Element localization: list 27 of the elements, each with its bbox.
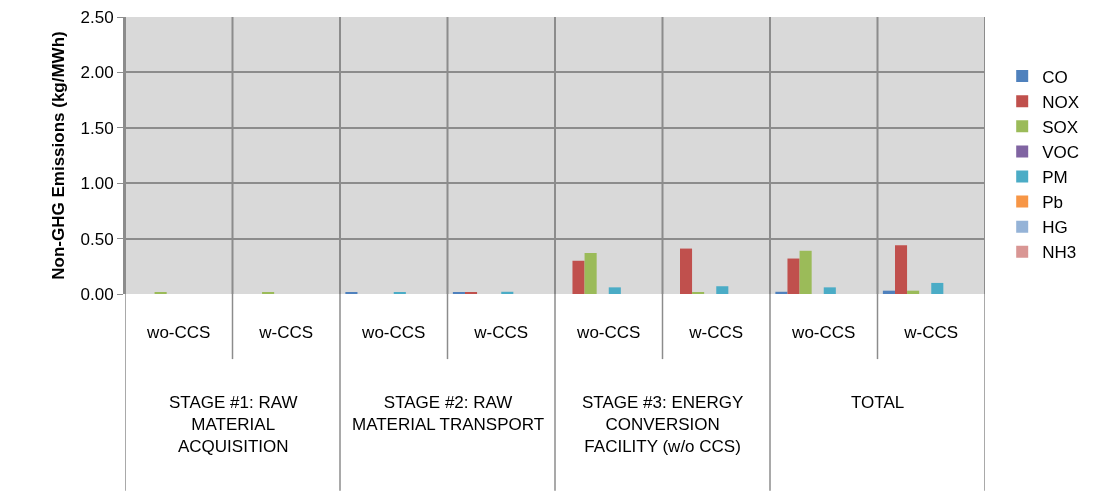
legend-label: NH3 <box>1042 243 1077 263</box>
y-tick-label: 0.50 <box>80 229 114 249</box>
x-tick-label: wo-CCS <box>146 323 211 342</box>
legend-label: HG <box>1042 218 1068 238</box>
text: TOTAL <box>851 393 905 412</box>
y-tick-label: 1.50 <box>80 118 114 138</box>
x-tick-label: w-CCS <box>258 323 314 342</box>
legend-label: Pb <box>1042 193 1063 213</box>
legend-label: NOX <box>1042 92 1080 112</box>
legend-label: PM <box>1042 168 1068 188</box>
text: STAGE #2: RAW MATERIAL TRANSPORT <box>352 393 545 435</box>
y-axis-title: Non-GHG Emissions (kg/MWh) <box>48 31 68 280</box>
y-tick-label: 1.00 <box>80 174 114 194</box>
text: STAGE #1: RAW MATERIAL ACQUISITION <box>169 393 298 457</box>
legend-label: VOC <box>1042 143 1080 163</box>
x-tick-label: w-CCS <box>903 323 959 342</box>
x-tick-label: wo-CCS <box>791 323 856 342</box>
x-tick-label: w-CCS <box>473 323 529 342</box>
x-tick-label: w-CCS <box>688 323 744 342</box>
y-tick-label: 2.00 <box>80 63 114 83</box>
y-tick-label: 2.50 <box>80 7 114 27</box>
y-tick-label: 0.00 <box>80 284 114 304</box>
text: STAGE #3: ENERGY CONVERSION FACILITY (w/o CCS) <box>582 393 744 457</box>
x-tick-label: wo-CCS <box>361 323 426 342</box>
legend-label: SOX <box>1042 117 1079 137</box>
legend-label: CO <box>1042 67 1068 87</box>
x-tick-label: wo-CCS <box>576 323 641 342</box>
